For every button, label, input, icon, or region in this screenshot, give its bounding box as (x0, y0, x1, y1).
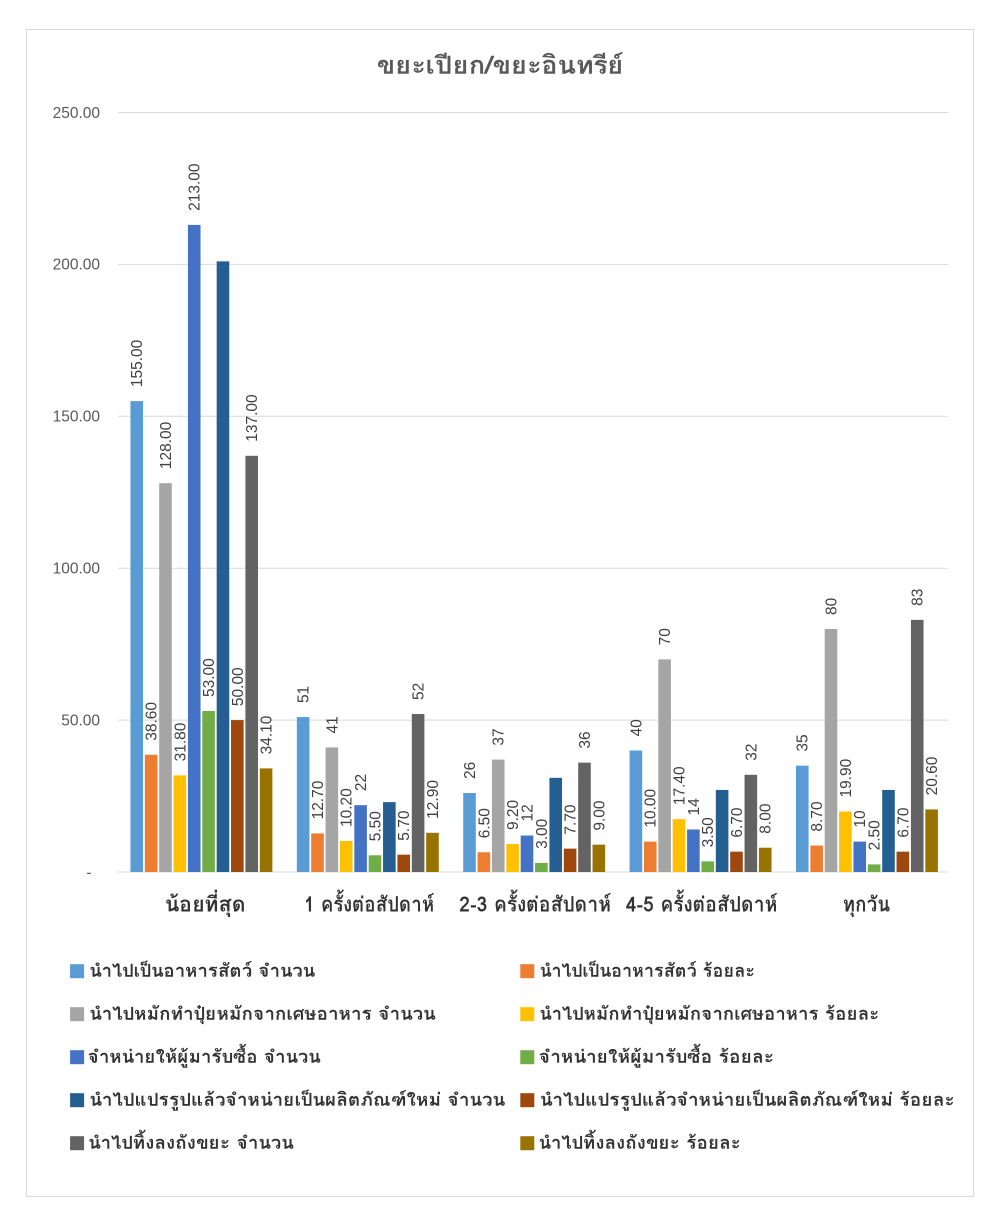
svg-text:213.00: 213.00 (187, 163, 204, 211)
svg-text:3.00: 3.00 (534, 818, 551, 849)
svg-text:52: 52 (411, 683, 428, 700)
svg-text:26: 26 (462, 762, 479, 779)
svg-text:3.50: 3.50 (700, 817, 717, 848)
svg-text:6.70: 6.70 (729, 807, 746, 838)
svg-text:31.80: 31.80 (172, 722, 189, 761)
svg-text:128.00: 128.00 (158, 421, 175, 469)
svg-text:155.00: 155.00 (129, 339, 146, 387)
svg-text:10.00: 10.00 (643, 788, 660, 827)
svg-text:20.60: 20.60 (924, 756, 941, 795)
svg-text:35: 35 (795, 734, 812, 751)
svg-text:51: 51 (296, 686, 313, 703)
svg-text:53.00: 53.00 (201, 658, 218, 697)
svg-text:50.00: 50.00 (61, 712, 100, 729)
svg-text:12: 12 (519, 804, 536, 821)
svg-text:150.00: 150.00 (53, 409, 101, 426)
svg-text:19.90: 19.90 (838, 758, 855, 797)
svg-text:137.00: 137.00 (244, 394, 261, 442)
svg-text:10.20: 10.20 (339, 788, 356, 827)
svg-text:250.00: 250.00 (53, 105, 101, 122)
svg-text:200.00: 200.00 (53, 257, 101, 274)
svg-text:80: 80 (823, 597, 840, 615)
svg-text:6.50: 6.50 (476, 808, 493, 839)
svg-text:-: - (86, 864, 91, 881)
svg-text:9.20: 9.20 (505, 800, 522, 831)
svg-text:70: 70 (657, 628, 674, 646)
svg-text:7.70: 7.70 (563, 804, 580, 835)
svg-text:36: 36 (577, 731, 594, 748)
svg-text:83: 83 (910, 589, 927, 606)
svg-text:12.90: 12.90 (425, 780, 442, 819)
svg-text:34.10: 34.10 (259, 715, 276, 754)
svg-text:2.50: 2.50 (867, 820, 884, 851)
svg-text:12.70: 12.70 (310, 780, 327, 819)
svg-text:50.00: 50.00 (230, 667, 247, 706)
svg-text:10: 10 (852, 810, 869, 828)
svg-text:40: 40 (628, 719, 645, 737)
svg-text:41: 41 (324, 716, 341, 733)
svg-text:17.40: 17.40 (671, 766, 688, 805)
svg-text:100.00: 100.00 (53, 561, 101, 578)
svg-text:22: 22 (353, 774, 370, 791)
svg-text:5.50: 5.50 (367, 811, 384, 842)
svg-text:38.60: 38.60 (144, 702, 161, 741)
svg-text:9.00: 9.00 (591, 800, 608, 831)
svg-text:6.70: 6.70 (895, 807, 912, 838)
svg-text:8.70: 8.70 (809, 801, 826, 832)
svg-text:14: 14 (686, 798, 703, 816)
svg-text:8.00: 8.00 (758, 803, 775, 834)
svg-text:37: 37 (491, 728, 508, 745)
svg-text:5.70: 5.70 (396, 810, 413, 841)
svg-text:32: 32 (743, 744, 760, 761)
